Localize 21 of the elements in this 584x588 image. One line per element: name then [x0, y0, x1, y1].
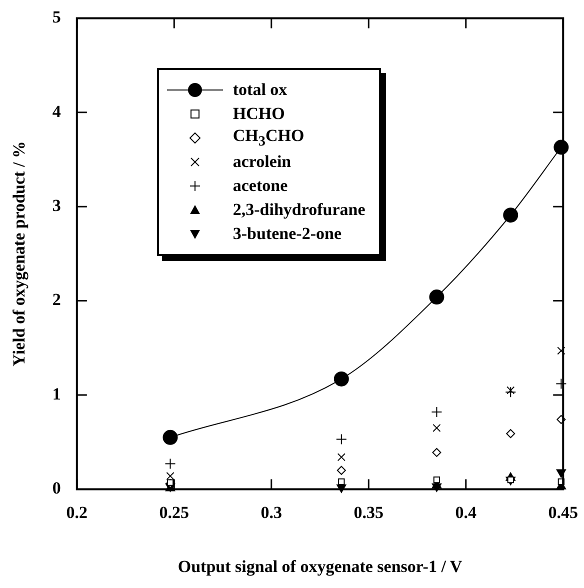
- y-tick-label: 0: [52, 478, 61, 498]
- y-tick-label: 5: [52, 8, 61, 27]
- x-tick-label: 0.35: [354, 502, 384, 522]
- x-tick-label: 0.4: [455, 502, 478, 522]
- legend-label: 2,3-dihydrofurane: [232, 200, 366, 220]
- x-tick-label: 0.45: [548, 502, 578, 522]
- y-axis-title: Yield of oxygenate product / %: [10, 141, 29, 366]
- y-tick-label: 1: [52, 384, 61, 404]
- legend-label: CH$_{3}$CHO: [232, 126, 304, 150]
- legend-label: acrolein: [232, 152, 292, 172]
- x-tick-label: 0.3: [260, 502, 282, 522]
- y-tick-label: 3: [52, 196, 61, 215]
- legend-label: acetone: [232, 176, 288, 196]
- x-axis-title: Output signal of oxygenate sensor-1 / V: [178, 557, 463, 576]
- y-tick-label: 4: [52, 102, 62, 121]
- legend-label: 3-butene-2-one: [232, 224, 342, 244]
- x-tick-label: 0.25: [159, 502, 190, 522]
- x-tick-label: 0.2: [66, 502, 88, 522]
- legend-label: HCHO: [232, 104, 285, 124]
- y-tick-label: 2: [52, 290, 61, 310]
- legend-label: total ox: [232, 80, 288, 100]
